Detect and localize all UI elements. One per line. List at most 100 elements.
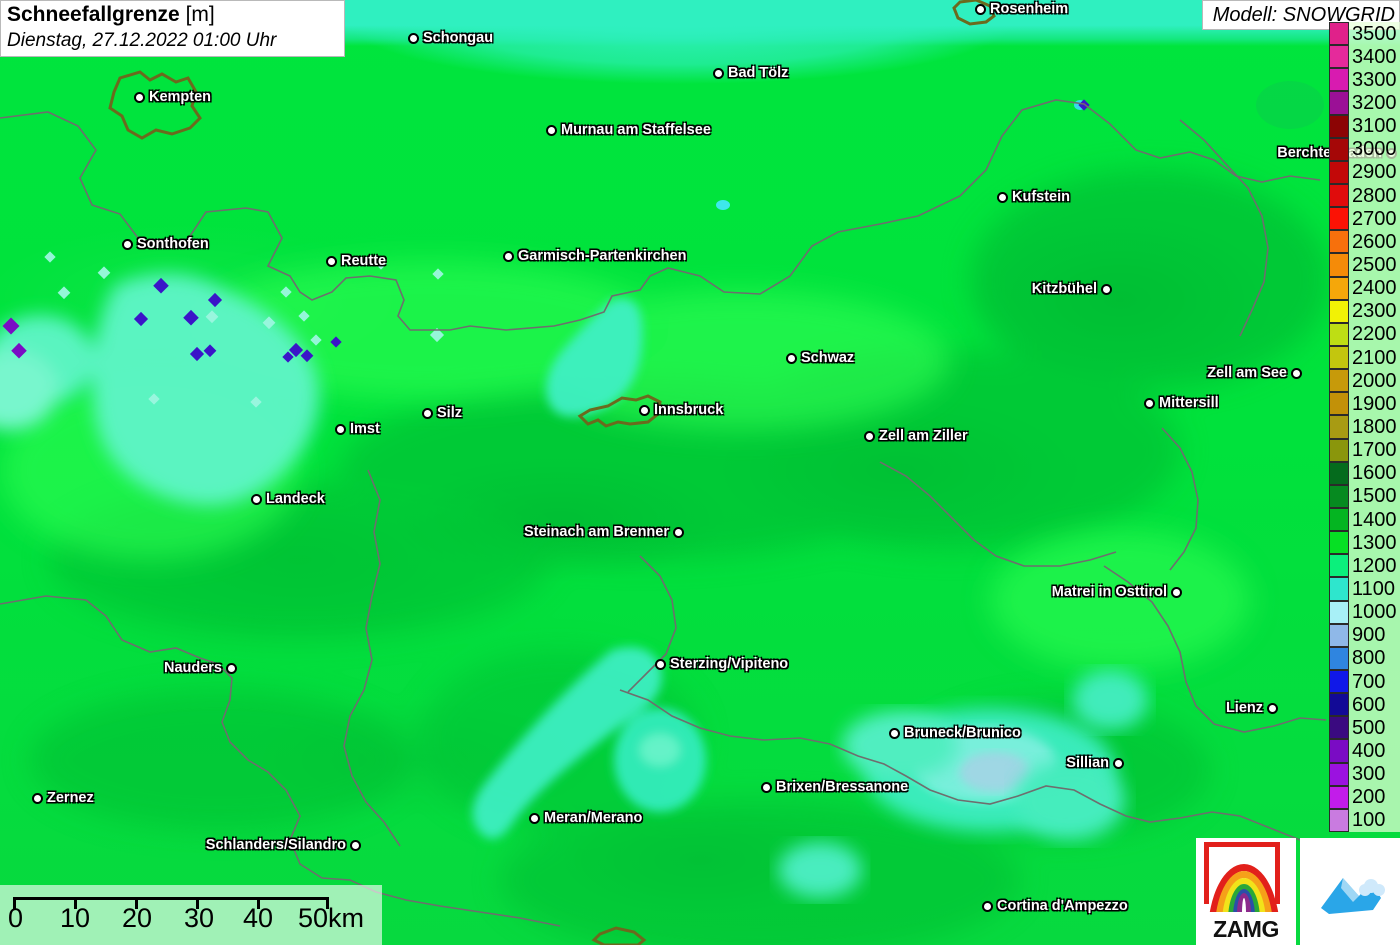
city-name-label: Bad Tölz xyxy=(728,65,789,81)
city-marker[interactable]: Silz xyxy=(422,405,462,421)
legend-entry[interactable]: 2700 xyxy=(1329,207,1400,231)
legend-entry[interactable]: 2200 xyxy=(1329,322,1400,346)
legend-value-label: 2700 xyxy=(1352,207,1397,230)
legend-entry[interactable]: 2800 xyxy=(1329,184,1400,208)
city-marker[interactable]: Meran/Merano xyxy=(529,810,642,826)
legend-entry[interactable]: 200 xyxy=(1329,785,1400,809)
legend-entry[interactable]: 1100 xyxy=(1329,577,1400,601)
city-marker[interactable]: Innsbruck xyxy=(639,402,723,418)
city-marker[interactable]: Matrei in Osttirol xyxy=(1052,584,1182,600)
legend-entry[interactable]: 700 xyxy=(1329,670,1400,694)
legend-swatch xyxy=(1329,346,1349,370)
legend-entry[interactable]: 800 xyxy=(1329,646,1400,670)
city-marker[interactable]: Kufstein xyxy=(997,189,1070,205)
legend-entry[interactable]: 2300 xyxy=(1329,299,1400,323)
timestamp: Dienstag, 27.12.2022 01:00 Uhr xyxy=(7,30,277,51)
legend-entry[interactable]: 2000 xyxy=(1329,369,1400,393)
city-marker[interactable]: Zell am See xyxy=(1207,365,1302,381)
city-marker[interactable]: Lienz xyxy=(1226,700,1278,716)
legend-swatch xyxy=(1329,762,1349,786)
legend-swatch xyxy=(1329,68,1349,92)
legend-entry[interactable]: 500 xyxy=(1329,716,1400,740)
legend-entry[interactable]: 1400 xyxy=(1329,508,1400,532)
legend-entry[interactable]: 600 xyxy=(1329,693,1400,717)
city-name-label: Lienz xyxy=(1225,700,1263,716)
city-marker[interactable]: Mittersill xyxy=(1144,395,1219,411)
legend-entry[interactable]: 2100 xyxy=(1329,346,1400,370)
city-marker[interactable]: Nauders xyxy=(164,660,237,676)
city-marker[interactable]: Imst xyxy=(335,421,380,437)
city-marker[interactable]: Kempten xyxy=(134,89,211,105)
legend-entry[interactable]: 2500 xyxy=(1329,253,1400,277)
legend-value-label: 3200 xyxy=(1352,91,1397,114)
city-name-label: Sterzing/Vipiteno xyxy=(670,656,789,672)
legend-entry[interactable]: 1800 xyxy=(1329,415,1400,439)
legend-value-label: 800 xyxy=(1352,647,1386,670)
snowgrid-logo[interactable] xyxy=(1300,838,1400,945)
city-marker[interactable]: Kitzbühel xyxy=(1032,281,1112,297)
legend-entry[interactable]: 2400 xyxy=(1329,276,1400,300)
city-dot-icon xyxy=(975,3,986,15)
city-marker[interactable]: Murnau am Staffelsee xyxy=(546,122,711,138)
city-marker[interactable]: Schlanders/Silandro xyxy=(206,837,361,853)
city-dot-icon xyxy=(655,658,666,670)
legend-swatch xyxy=(1329,322,1349,346)
city-marker[interactable]: Schongau xyxy=(408,30,493,46)
legend-value-label: 2900 xyxy=(1352,161,1397,184)
city-marker[interactable]: Cortina d'Ampezzo xyxy=(982,898,1128,914)
legend-entry[interactable]: 2600 xyxy=(1329,230,1400,254)
city-marker[interactable]: Sterzing/Vipiteno xyxy=(655,656,788,672)
city-marker[interactable]: Sonthofen xyxy=(122,236,209,252)
city-marker[interactable]: Landeck xyxy=(251,491,325,507)
legend-entry[interactable]: 3000 xyxy=(1329,137,1400,161)
city-name-label: Meran/Merano xyxy=(544,810,643,826)
legend-entry[interactable]: 3400 xyxy=(1329,45,1400,69)
city-dot-icon xyxy=(639,404,650,416)
city-name-label: Matrei in Osttirol xyxy=(1051,584,1167,600)
city-marker[interactable]: Rosenheim xyxy=(975,1,1068,17)
city-marker[interactable]: Schwaz xyxy=(786,350,854,366)
city-marker[interactable]: Bad Tölz xyxy=(713,65,788,81)
legend-value-label: 1100 xyxy=(1352,577,1396,600)
legend-entry[interactable]: 1500 xyxy=(1329,484,1400,508)
legend-entry[interactable]: 1900 xyxy=(1329,392,1400,416)
zamg-logo[interactable]: ZAMG xyxy=(1196,838,1296,945)
city-marker[interactable]: Steinach am Brenner xyxy=(524,524,684,540)
city-dot-icon xyxy=(997,191,1008,203)
legend-swatch xyxy=(1329,693,1349,717)
legend-entry[interactable]: 100 xyxy=(1329,808,1400,832)
city-name-label: Kufstein xyxy=(1012,189,1070,205)
city-dot-icon xyxy=(713,67,724,79)
city-marker[interactable]: Garmisch-Partenkirchen xyxy=(503,248,686,264)
city-marker[interactable]: Zell am Ziller xyxy=(864,428,968,444)
legend-entry[interactable]: 3200 xyxy=(1329,91,1400,115)
legend-entry[interactable]: 2900 xyxy=(1329,160,1400,184)
legend-entry[interactable]: 3100 xyxy=(1329,114,1400,138)
legend-value-label: 1700 xyxy=(1352,439,1397,462)
legend-entry[interactable]: 1600 xyxy=(1329,461,1400,485)
city-marker[interactable]: Zernez xyxy=(32,790,94,806)
legend-entry[interactable]: 1700 xyxy=(1329,438,1400,462)
legend-value-label: 700 xyxy=(1352,670,1386,693)
scale-tick-label: 10 xyxy=(60,903,91,933)
title-line: Schneefallgrenze [m] xyxy=(7,2,336,28)
city-marker[interactable]: Brixen/Bressanone xyxy=(761,779,908,795)
city-dot-icon xyxy=(529,812,540,824)
legend-entry[interactable]: 1000 xyxy=(1329,600,1400,624)
legend-entry[interactable]: 1300 xyxy=(1329,531,1400,555)
city-dot-icon xyxy=(1291,367,1302,379)
legend-value-label: 1600 xyxy=(1352,462,1397,485)
legend-value-label: 1900 xyxy=(1352,392,1397,415)
legend-entry[interactable]: 3300 xyxy=(1329,68,1400,92)
legend-entry[interactable]: 1200 xyxy=(1329,554,1400,578)
city-marker[interactable]: Bruneck/Brunico xyxy=(889,725,1021,741)
legend-value-label: 3300 xyxy=(1352,68,1397,91)
legend-colorbar[interactable]: 3500 3400 3300 3200 3100 3000 2900 2800 2700 2600… xyxy=(1329,22,1400,832)
legend-entry[interactable]: 900 xyxy=(1329,623,1400,647)
city-marker[interactable]: Reutte xyxy=(326,253,386,269)
city-marker[interactable]: Sillian xyxy=(1066,755,1124,771)
legend-entry[interactable]: 400 xyxy=(1329,739,1400,763)
legend-entry[interactable]: 3500 xyxy=(1329,22,1400,46)
legend-entry[interactable]: 300 xyxy=(1329,762,1400,786)
